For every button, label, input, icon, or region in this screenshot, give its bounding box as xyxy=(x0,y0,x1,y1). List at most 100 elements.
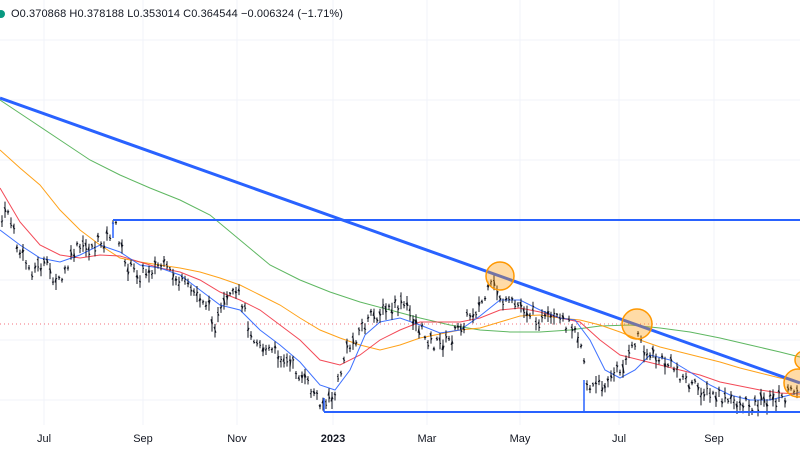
price-bar-close-tick xyxy=(266,349,267,350)
price-bar-close-tick xyxy=(119,243,120,244)
price-bar-open-tick xyxy=(1,221,2,222)
price-bar-open-tick xyxy=(388,306,389,307)
price-bar-open-tick xyxy=(166,264,167,265)
price-bar-open-tick xyxy=(709,393,710,394)
highlight-circle xyxy=(486,262,514,290)
price-bar-open-tick xyxy=(427,342,428,343)
ma-orange-line xyxy=(0,150,800,382)
price-bar-open-tick xyxy=(133,268,134,269)
price-bar-close-tick xyxy=(335,395,336,396)
ma-red-line xyxy=(0,188,800,394)
price-bar-close-tick xyxy=(320,406,321,407)
price-bar-close-tick xyxy=(596,383,597,384)
price-bar-open-tick xyxy=(769,396,770,397)
price-bar-close-tick xyxy=(533,306,534,307)
price-bar-close-tick xyxy=(440,343,441,344)
price-bar-close-tick xyxy=(425,337,426,338)
price-bar-close-tick xyxy=(782,396,783,397)
price-bar-close-tick xyxy=(542,317,543,318)
price-bar-close-tick xyxy=(614,372,615,373)
price-bar-close-tick xyxy=(344,360,345,361)
price-bar-close-tick xyxy=(17,247,18,248)
price-bar-open-tick xyxy=(25,263,26,264)
price-bar-close-tick xyxy=(659,360,660,361)
axis-label: Jul xyxy=(612,433,626,445)
ohlc-high: H0.378188 xyxy=(69,8,124,20)
price-bar-close-tick xyxy=(326,405,327,406)
axis-label: Nov xyxy=(227,433,247,445)
price-bar-close-tick xyxy=(449,339,450,340)
price-bar-open-tick xyxy=(517,303,518,304)
price-bar-close-tick xyxy=(371,311,372,312)
price-bar-close-tick xyxy=(464,329,465,330)
price-bar-close-tick xyxy=(365,329,366,330)
price-bar-close-tick xyxy=(737,406,738,407)
price-bar-open-tick xyxy=(28,267,29,268)
price-bar-open-tick xyxy=(631,345,632,346)
price-bar-close-tick xyxy=(194,292,195,293)
price-bar-close-tick xyxy=(92,246,93,247)
highlight-circle xyxy=(795,351,800,369)
price-bar-close-tick xyxy=(515,306,516,307)
axis-label: 2023 xyxy=(321,433,345,445)
price-bar-close-tick xyxy=(14,228,15,229)
price-bar-close-tick xyxy=(734,400,735,401)
price-bar-close-tick xyxy=(65,268,66,269)
price-bar-open-tick xyxy=(73,255,74,256)
price-bar-close-tick xyxy=(359,330,360,331)
price-bar-close-tick xyxy=(185,279,186,280)
ohlc-close: C0.364544 xyxy=(183,8,238,20)
price-bar-close-tick xyxy=(101,243,102,244)
axis-label: May xyxy=(510,433,531,445)
price-bar-close-tick xyxy=(245,308,246,309)
price-bar-close-tick xyxy=(269,347,270,348)
axis-label: Sep xyxy=(704,433,724,445)
price-bar-open-tick xyxy=(643,351,644,352)
price-bar-close-tick xyxy=(551,316,552,317)
highlight-circle xyxy=(784,369,800,397)
chart-grid xyxy=(0,0,800,425)
price-bar-open-tick xyxy=(10,224,11,225)
price-bar-close-tick xyxy=(713,393,714,394)
status-dot-icon xyxy=(0,10,5,18)
price-bars xyxy=(1,202,798,417)
price-bar-open-tick xyxy=(541,316,542,317)
moving-averages xyxy=(0,100,800,400)
axis-label: Jul xyxy=(37,433,51,445)
price-bar-open-tick xyxy=(37,259,38,260)
price-bar-open-tick xyxy=(358,329,359,330)
ohlc-open: O0.370868 xyxy=(11,8,66,20)
price-bar-open-tick xyxy=(466,312,467,313)
price-bar-open-tick xyxy=(58,277,59,278)
price-bar-close-tick xyxy=(212,323,213,324)
price-bar-open-tick xyxy=(277,357,278,358)
price-bar-close-tick xyxy=(647,354,648,355)
price-bar-open-tick xyxy=(52,282,53,283)
price-bar-close-tick xyxy=(257,343,258,344)
price-bar-close-tick xyxy=(62,279,63,280)
price-bar-close-tick xyxy=(605,387,606,388)
ohlc-legend: O0.370868 H0.378188 L0.353014 C0.364544 … xyxy=(0,6,343,22)
price-bar-open-tick xyxy=(475,313,476,314)
price-bar-close-tick xyxy=(518,305,519,306)
price-bar-close-tick xyxy=(389,306,390,307)
price-bar-close-tick xyxy=(674,370,675,371)
price-bar-close-tick xyxy=(404,305,405,306)
price-bar-open-tick xyxy=(679,379,680,380)
ohlc-low: L0.353014 xyxy=(127,8,180,20)
price-bar-close-tick xyxy=(467,314,468,315)
price-bar-close-tick xyxy=(536,324,537,325)
price-bar-open-tick xyxy=(403,304,404,305)
price-bar-close-tick xyxy=(632,346,633,347)
price-bar-close-tick xyxy=(158,265,159,266)
price-bar-open-tick xyxy=(241,306,242,307)
axis-label: Mar xyxy=(418,433,437,445)
price-bar-open-tick xyxy=(310,393,311,394)
price-bar-open-tick xyxy=(532,309,533,310)
price-bar-open-tick xyxy=(295,373,296,374)
drawings[interactable] xyxy=(0,98,800,412)
highlight-circle xyxy=(622,309,652,339)
